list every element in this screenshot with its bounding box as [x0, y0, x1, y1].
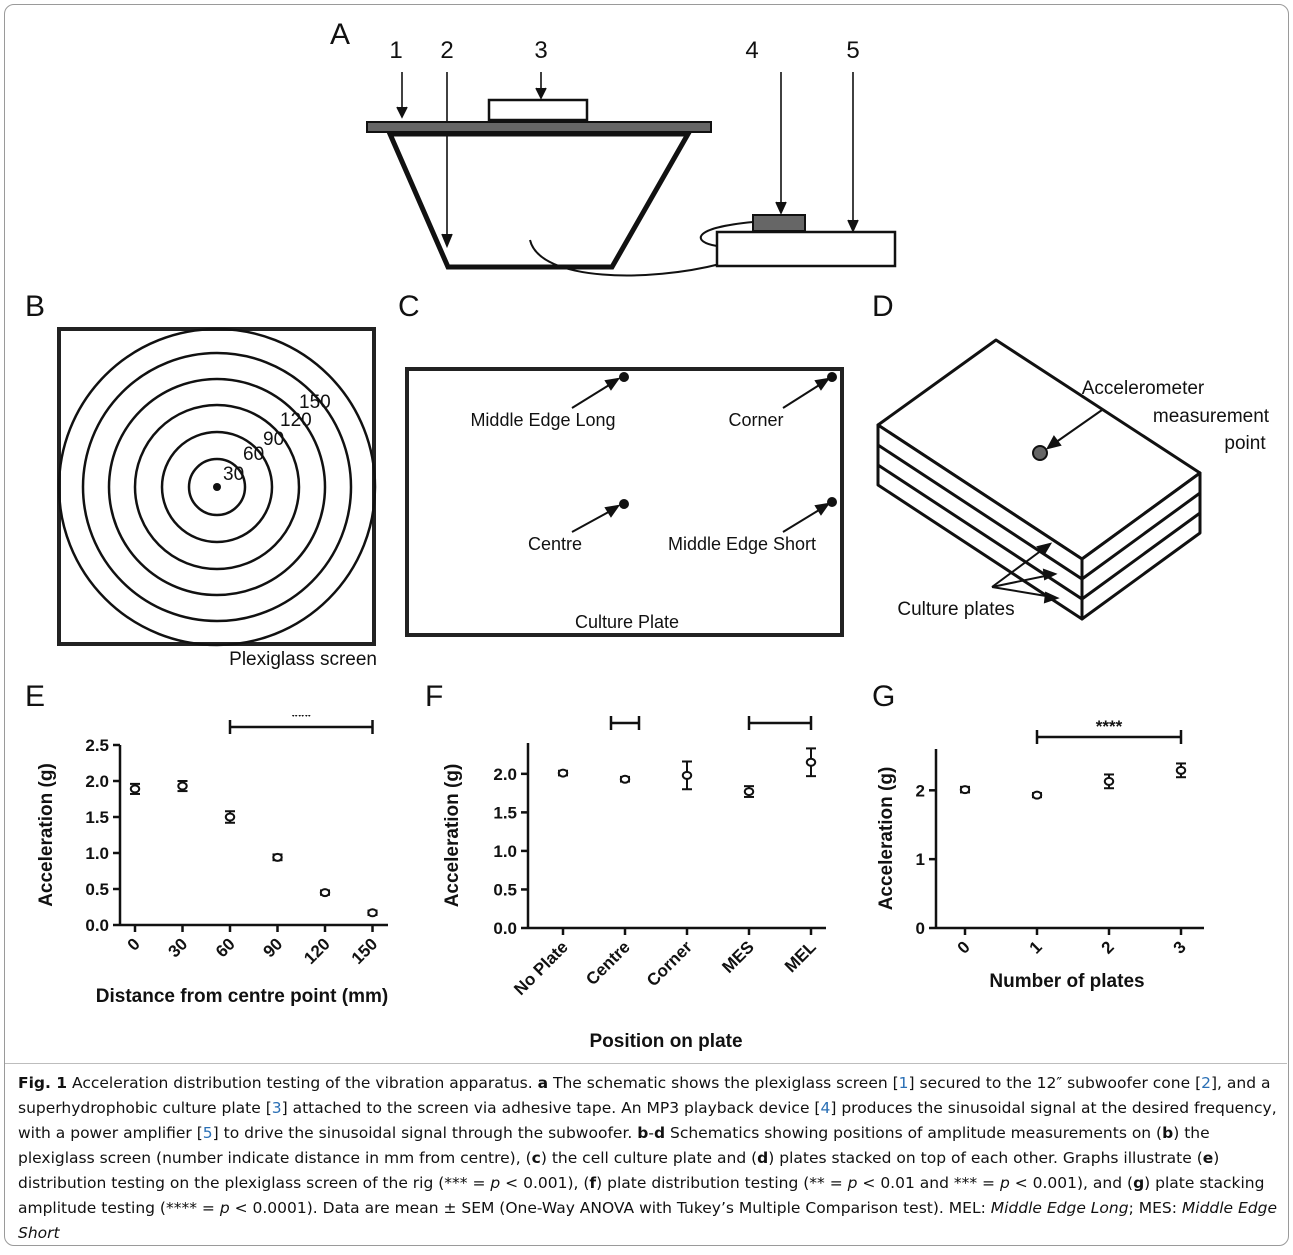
x-tick-label: 30: [165, 934, 192, 961]
x-tick-label: 1: [1026, 937, 1046, 957]
x-tick-label: 150: [348, 934, 381, 967]
ring-label-60: 60: [243, 444, 264, 465]
significance-label: **: [618, 715, 632, 722]
panel-letter-a: A: [330, 18, 351, 51]
data-point: [743, 787, 755, 797]
callout-3: 3: [534, 37, 547, 64]
y-tick-label: 2.0: [493, 765, 517, 784]
y-tick-label: 2.0: [85, 772, 109, 791]
ring-label-150: 150: [299, 392, 331, 413]
stacked-plates-diagram: Accelerometer measurement point Culture …: [876, 338, 1270, 621]
point-label-centre: Centre: [528, 534, 582, 554]
y-axis-label: Acceleration (g): [442, 764, 463, 908]
y-tick-label: 2.5: [85, 736, 109, 755]
data-point: [959, 785, 971, 795]
significance-label: ***: [770, 715, 790, 722]
x-tick-label: 60: [212, 934, 239, 961]
data-point: [681, 770, 693, 780]
ring-label-90: 90: [263, 429, 284, 450]
panel-letter-f: F: [425, 680, 444, 713]
point-label-middle-edge-short: Middle Edge Short: [668, 534, 816, 554]
callout-2: 2: [440, 37, 453, 64]
figure-frame: [4, 4, 1289, 1246]
x-axis-label: Number of plates: [989, 971, 1144, 992]
plexiglass-ring-diagram: 30 60 90 120 150 Plexiglass screen: [57, 327, 377, 670]
data-point: [129, 784, 141, 794]
ring-label-120: 120: [280, 410, 312, 431]
y-tick-label: 1.0: [493, 842, 517, 861]
y-tick-label: 1.5: [493, 803, 517, 822]
ring-label-30: 30: [223, 464, 244, 485]
x-tick-label: 0: [954, 937, 974, 957]
y-tick-label: 0.5: [493, 880, 517, 899]
accelerometer-label-line-2: measurement: [1153, 406, 1270, 427]
subwoofer-cone-shape: [386, 131, 693, 270]
culture-plate-diagram: Middle Edge Long Corner Centre Middle Ed…: [405, 367, 844, 637]
y-tick-label: 2: [916, 781, 925, 800]
chart-e-acceleration-vs-distance: 0.0 0.5 1.0 1.5 2.0 2.5 0 30 60 90 120 150 *** Accele…: [36, 715, 388, 1007]
significance-label: ****: [1096, 717, 1123, 736]
accelerometer-label-line-1: Accelerometer: [1082, 378, 1205, 399]
caption-title: Acceleration distribution testing of the…: [67, 1074, 538, 1092]
panel-letter-e: E: [25, 680, 46, 713]
data-point: [557, 768, 569, 778]
data-point: [619, 774, 631, 784]
data-point: [224, 812, 236, 822]
x-tick-label: 2: [1098, 937, 1118, 957]
data-point: [1103, 776, 1115, 786]
y-tick-label: 1: [916, 850, 925, 869]
data-point: [367, 908, 378, 918]
data-point: [319, 888, 331, 898]
point-label-corner: Corner: [728, 410, 783, 430]
y-tick-label: 0: [916, 919, 925, 938]
callout-1: 1: [389, 37, 402, 64]
culture-plate-shape: [487, 98, 589, 122]
data-point: [805, 757, 817, 767]
culture-plates-label: Culture plates: [897, 599, 1014, 620]
mp3-device-shape: [752, 214, 806, 232]
x-tick-label: Corner: [643, 937, 696, 990]
panel-letter-c: C: [398, 290, 420, 323]
amplifier-shape: [715, 230, 897, 268]
chart-f-acceleration-vs-position: 0.0 0.5 1.0 1.5 2.0 No Plate Centre Corner MES ME…: [442, 715, 826, 1052]
x-tick-label: 3: [1170, 937, 1190, 957]
panel-letter-g: G: [872, 680, 896, 713]
caption-divider: [5, 1063, 1287, 1064]
x-tick-label: 90: [260, 934, 287, 961]
x-tick-label: MEL: [781, 937, 820, 976]
accelerometer-label-line-3: point: [1224, 433, 1266, 454]
x-axis-label: Distance from centre point (mm): [96, 986, 388, 1007]
point-label-middle-edge-long: Middle Edge Long: [470, 410, 615, 430]
callout-5: 5: [846, 37, 859, 64]
panel-letter-b: B: [25, 290, 46, 323]
callout-4: 4: [745, 37, 758, 64]
x-tick-label: 0: [124, 934, 144, 954]
panel-letter-d: D: [872, 290, 894, 323]
caption-body: a The schematic shows the plexiglass scr…: [18, 1074, 1278, 1242]
plexiglass-screen-shape: [366, 121, 712, 133]
data-point: [1175, 765, 1187, 775]
plexiglass-caption: Plexiglass screen: [229, 649, 377, 670]
chart-g-acceleration-vs-plates: 0 1 2 0 1 2 3 **** Acceleration (g) Number of pla…: [876, 717, 1204, 992]
x-axis-label: Position on plate: [589, 1031, 742, 1052]
y-axis-label: Acceleration (g): [876, 767, 897, 911]
apparatus-schematic: 1 2 3 4 5: [366, 37, 897, 277]
y-tick-label: 1.0: [85, 844, 109, 863]
x-tick-label: 120: [300, 934, 333, 967]
significance-label: ***: [291, 715, 311, 726]
x-tick-label: No Plate: [510, 937, 572, 999]
data-point: [1031, 790, 1043, 800]
y-axis-label: Acceleration (g): [36, 763, 57, 907]
data-point: [272, 852, 283, 862]
culture-plate-caption: Culture Plate: [575, 612, 679, 632]
y-tick-label: 1.5: [85, 808, 109, 827]
y-tick-label: 0.0: [85, 916, 109, 935]
figure-caption: Fig. 1 Acceleration distribution testing…: [18, 1071, 1280, 1246]
x-tick-label: Centre: [582, 937, 634, 989]
y-tick-label: 0.5: [85, 880, 109, 899]
x-tick-label: MES: [718, 937, 757, 976]
y-tick-label: 0.0: [493, 919, 517, 938]
caption-fig-label: Fig. 1: [18, 1074, 68, 1092]
data-point: [177, 781, 188, 791]
